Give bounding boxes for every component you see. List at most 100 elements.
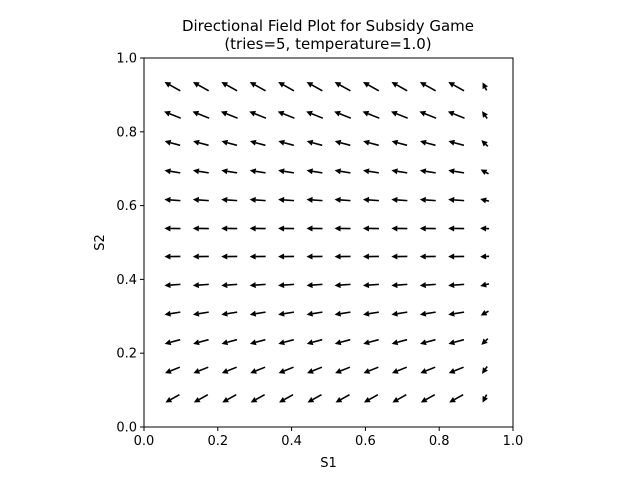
field-arrow <box>192 82 210 92</box>
field-arrow <box>448 168 465 175</box>
field-arrow <box>222 393 237 403</box>
field-arrow <box>164 225 181 232</box>
field-arrow <box>249 196 266 203</box>
chart-title: Directional Field Plot for Subsidy Game <box>182 17 474 35</box>
field-arrow <box>278 253 295 260</box>
arrow-field <box>164 82 490 403</box>
field-arrow <box>277 110 295 119</box>
field-arrow <box>392 393 407 403</box>
y-tick-label: 0.2 <box>116 347 137 362</box>
field-arrow <box>164 110 182 119</box>
field-arrow <box>164 139 181 147</box>
field-arrow <box>419 110 437 119</box>
field-arrow <box>249 168 266 175</box>
field-arrow <box>306 338 323 346</box>
field-arrow <box>362 282 379 289</box>
field-arrow <box>449 393 464 403</box>
field-arrow <box>334 253 351 260</box>
field-arrow <box>391 168 408 175</box>
field-arrow <box>363 366 379 374</box>
field-arrow <box>480 225 490 232</box>
field-arrow <box>306 139 323 147</box>
field-arrow <box>448 196 465 203</box>
field-arrow <box>278 82 295 92</box>
field-arrow <box>481 140 489 147</box>
field-arrow <box>482 394 488 403</box>
field-arrow <box>363 139 379 147</box>
field-arrow <box>306 253 323 260</box>
field-arrow <box>480 169 489 176</box>
field-arrow <box>192 110 210 119</box>
field-arrow <box>221 366 237 374</box>
field-arrow <box>221 82 238 92</box>
field-arrow <box>391 366 408 374</box>
field-arrow <box>192 282 209 289</box>
field-arrow <box>250 393 266 403</box>
field-arrow <box>448 139 465 147</box>
field-arrow <box>391 338 408 346</box>
field-arrow <box>363 310 379 317</box>
field-arrow <box>221 168 238 175</box>
field-arrow <box>480 281 490 288</box>
field-arrow <box>306 196 323 203</box>
field-arrow <box>362 225 379 232</box>
field-arrow <box>391 310 408 317</box>
field-arrow <box>447 110 465 119</box>
field-arrow <box>164 366 181 374</box>
field-arrow <box>164 196 181 203</box>
field-arrow <box>306 82 323 92</box>
field-arrow <box>482 366 488 374</box>
field-arrow <box>249 139 266 147</box>
y-tick-label: 0.6 <box>116 199 137 214</box>
y-tick-label: 0.4 <box>116 273 137 288</box>
field-arrow <box>334 282 351 289</box>
field-arrow <box>307 366 323 374</box>
field-arrow <box>448 225 465 232</box>
field-arrow <box>192 310 209 317</box>
field-arrow <box>362 110 380 119</box>
field-arrow <box>391 282 408 289</box>
field-arrow <box>192 253 209 260</box>
field-arrow <box>334 310 351 317</box>
field-arrow <box>221 282 238 289</box>
field-arrow <box>193 338 209 346</box>
field-arrow <box>278 366 294 374</box>
field-arrow <box>250 366 266 374</box>
field-arrow <box>249 310 266 317</box>
field-arrow <box>419 82 437 92</box>
field-arrow <box>279 393 294 403</box>
field-arrow <box>362 196 379 203</box>
field-arrow <box>192 196 209 203</box>
field-arrow <box>481 338 489 345</box>
field-arrow <box>278 338 294 346</box>
field-arrow <box>363 338 379 346</box>
field-arrow <box>249 282 266 289</box>
field-arrow <box>334 139 351 147</box>
chart-subtitle: (tries=5, temperature=1.0) <box>224 35 431 53</box>
field-arrow <box>334 225 351 232</box>
field-arrow <box>419 225 436 232</box>
field-arrow <box>193 139 209 147</box>
x-tick-label: 1.0 <box>503 434 524 449</box>
field-arrow <box>480 309 489 316</box>
field-arrow <box>278 168 295 175</box>
y-axis-label: S2 <box>93 234 108 251</box>
field-arrow <box>391 253 408 260</box>
field-arrow <box>278 282 295 289</box>
field-arrow <box>221 338 238 346</box>
field-arrow <box>420 393 436 403</box>
field-arrow <box>164 338 181 346</box>
y-tick-label: 0.0 <box>116 421 137 436</box>
field-arrow <box>164 168 181 175</box>
field-arrow <box>391 139 408 147</box>
field-arrow <box>164 253 181 260</box>
field-arrow <box>278 310 295 317</box>
field-arrow <box>335 393 350 403</box>
field-arrow <box>362 253 379 260</box>
field-arrow <box>221 253 238 260</box>
field-arrow <box>419 253 436 260</box>
field-arrow <box>420 338 436 346</box>
y-tick-label: 1.0 <box>116 52 137 67</box>
x-axis-label: S1 <box>320 456 337 471</box>
field-arrow <box>363 168 379 175</box>
